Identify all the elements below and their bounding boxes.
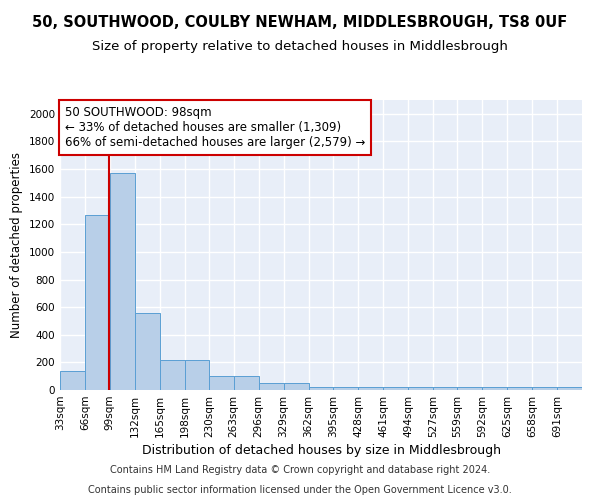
Bar <box>234 376 259 390</box>
Bar <box>185 360 209 390</box>
Bar <box>383 387 408 390</box>
Bar <box>457 387 482 390</box>
Bar <box>358 386 383 390</box>
Bar <box>135 312 160 390</box>
Bar <box>60 370 85 390</box>
Bar <box>482 387 507 390</box>
Bar <box>85 214 110 390</box>
Bar <box>507 387 532 390</box>
Y-axis label: Number of detached properties: Number of detached properties <box>10 152 23 338</box>
Bar <box>557 387 582 390</box>
Bar <box>110 173 135 390</box>
Text: Contains HM Land Registry data © Crown copyright and database right 2024.: Contains HM Land Registry data © Crown c… <box>110 465 490 475</box>
Bar <box>408 387 433 390</box>
Bar <box>209 376 234 390</box>
Bar <box>160 360 185 390</box>
Bar <box>433 387 457 390</box>
Bar <box>334 386 358 390</box>
Text: 50, SOUTHWOOD, COULBY NEWHAM, MIDDLESBROUGH, TS8 0UF: 50, SOUTHWOOD, COULBY NEWHAM, MIDDLESBRO… <box>32 15 568 30</box>
X-axis label: Distribution of detached houses by size in Middlesbrough: Distribution of detached houses by size … <box>142 444 500 457</box>
Bar <box>284 383 308 390</box>
Bar <box>308 386 334 390</box>
Bar <box>259 383 284 390</box>
Text: 50 SOUTHWOOD: 98sqm
← 33% of detached houses are smaller (1,309)
66% of semi-det: 50 SOUTHWOOD: 98sqm ← 33% of detached ho… <box>65 106 365 149</box>
Text: Size of property relative to detached houses in Middlesbrough: Size of property relative to detached ho… <box>92 40 508 53</box>
Text: Contains public sector information licensed under the Open Government Licence v3: Contains public sector information licen… <box>88 485 512 495</box>
Bar <box>532 387 557 390</box>
